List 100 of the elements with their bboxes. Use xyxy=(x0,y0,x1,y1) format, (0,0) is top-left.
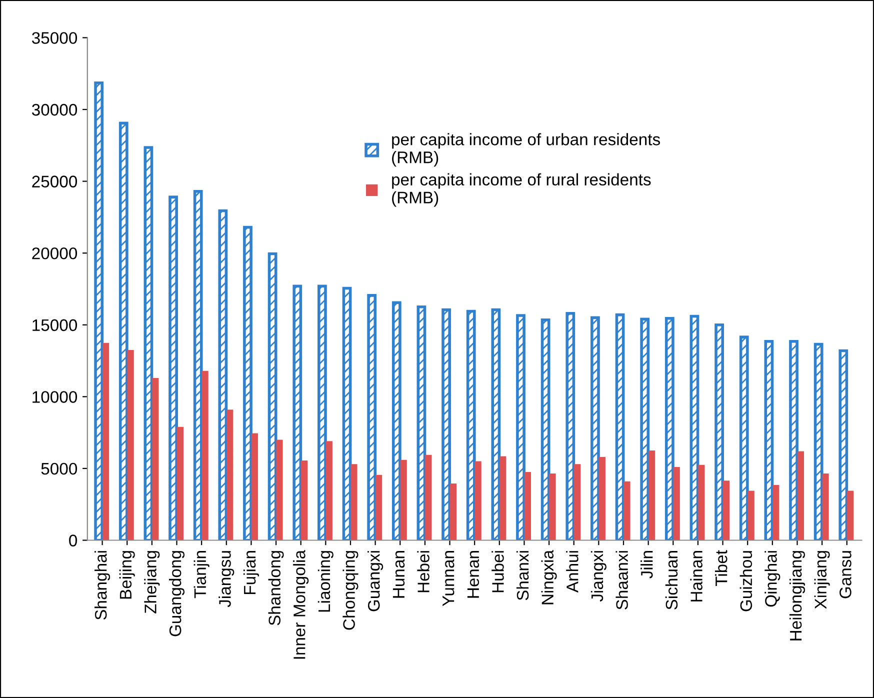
legend-label: per capita income of urban residents (RMB) xyxy=(392,133,660,167)
y-tick-label: 15000 xyxy=(32,319,78,332)
y-tick-label: 35000 xyxy=(32,32,78,44)
bar xyxy=(764,340,774,540)
x-tick-label: Shanghai xyxy=(94,551,110,620)
bar xyxy=(847,490,854,540)
bar xyxy=(549,473,556,540)
bar xyxy=(698,464,705,540)
x-tick-label: Guangdong xyxy=(168,551,185,636)
bar xyxy=(690,314,700,540)
bar xyxy=(94,82,104,540)
bar xyxy=(822,473,829,540)
bar xyxy=(243,226,252,540)
bar xyxy=(500,456,506,540)
bar xyxy=(118,122,128,540)
bar xyxy=(400,460,407,540)
x-tick-label: Qinghai xyxy=(764,551,780,607)
bar xyxy=(144,146,154,540)
x-tick-label: Zhejiang xyxy=(144,551,160,614)
x-tick-label: Hebei xyxy=(417,551,430,592)
bar xyxy=(566,312,576,540)
x-tick-label: Hainan xyxy=(690,551,702,602)
bar xyxy=(516,314,526,540)
bar xyxy=(590,316,600,540)
bar xyxy=(202,370,208,540)
bar xyxy=(251,433,258,540)
x-tick-label: Hunan xyxy=(392,551,405,598)
x-tick-label: Guizhou xyxy=(740,551,752,612)
bar xyxy=(524,472,531,540)
x-tick-label: Chongqing xyxy=(342,551,358,630)
bar xyxy=(226,410,234,540)
x-tick-label: Beijing xyxy=(119,551,135,599)
bar xyxy=(168,196,178,540)
bar xyxy=(474,461,482,540)
x-tick-label: Jiangxi xyxy=(590,551,606,602)
bar xyxy=(772,484,780,540)
x-tick-label: Sichuan xyxy=(665,551,678,610)
bar xyxy=(193,190,203,540)
bar xyxy=(375,474,382,540)
bar xyxy=(450,484,457,540)
bar xyxy=(714,323,724,540)
bar xyxy=(102,342,110,540)
bar xyxy=(748,490,754,540)
x-tick-label: Yunnan xyxy=(442,551,454,606)
bar xyxy=(342,286,352,540)
bar xyxy=(648,450,656,540)
bar xyxy=(640,318,650,540)
x-tick-label: Guangxi xyxy=(368,551,384,612)
x-tick-label: Heilongjiang xyxy=(789,551,805,640)
x-tick-label: Liaoning xyxy=(318,551,334,612)
bar xyxy=(292,284,302,540)
y-tick-label: 20000 xyxy=(32,247,78,260)
bar xyxy=(624,481,630,540)
bar xyxy=(392,301,402,540)
x-tick-label: Inner Mongolia xyxy=(293,550,309,659)
bar xyxy=(797,451,804,540)
x-tick-label: Gansu xyxy=(840,551,852,598)
bar xyxy=(152,378,159,540)
y-tick-label: 25000 xyxy=(32,176,78,188)
bar xyxy=(814,342,824,540)
bar xyxy=(442,308,451,540)
bar xyxy=(176,426,184,540)
bar xyxy=(326,441,332,540)
bar xyxy=(218,209,228,540)
bar xyxy=(598,456,606,540)
x-tick-label: Hubei xyxy=(492,551,504,592)
bar xyxy=(301,460,308,540)
x-tick-label: Jiangsu xyxy=(218,551,234,608)
bar xyxy=(722,480,730,540)
x-tick-label: Tibet xyxy=(715,550,728,586)
bar xyxy=(416,306,426,540)
x-tick-label: Tianjin xyxy=(194,551,210,598)
legend-label: per capita income of rural residents (RMB) xyxy=(392,173,651,207)
bar xyxy=(540,318,550,540)
y-tick-label: 30000 xyxy=(32,104,78,116)
y-tick-label: 5000 xyxy=(41,462,78,475)
x-tick-label: Henan xyxy=(467,551,480,598)
bar xyxy=(367,294,377,540)
x-tick-label: Shanxi xyxy=(516,551,529,600)
bar xyxy=(425,454,432,540)
bar xyxy=(739,336,749,540)
bar xyxy=(838,349,848,540)
bar xyxy=(673,467,680,540)
x-tick-label: Jilin xyxy=(640,551,653,578)
bar xyxy=(350,464,358,540)
x-tick-label: Shandong xyxy=(268,551,284,626)
bar xyxy=(276,440,283,540)
x-tick-label: Shaanxi xyxy=(616,551,628,610)
x-tick-label: Ningxia xyxy=(541,550,557,604)
bar xyxy=(574,464,581,540)
bar xyxy=(268,252,278,540)
bar xyxy=(491,308,501,540)
x-tick-label: Xinjiang xyxy=(814,551,830,609)
x-tick-label: Fujian xyxy=(243,551,259,594)
bar xyxy=(127,350,134,540)
bar xyxy=(664,317,674,540)
bar xyxy=(615,313,625,540)
y-tick-label: 0 xyxy=(69,534,78,546)
bar xyxy=(466,310,476,540)
bar xyxy=(318,284,327,540)
